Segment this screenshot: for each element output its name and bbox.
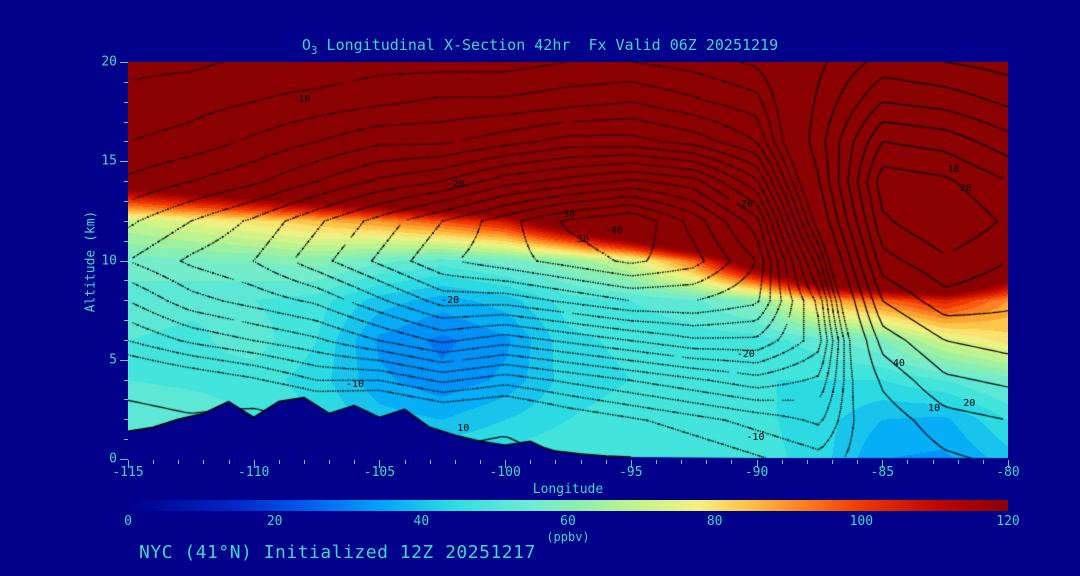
y-axis-tick <box>124 81 128 83</box>
x-axis-tick <box>580 460 582 464</box>
y-axis-tick <box>120 62 128 63</box>
y-axis-tick <box>124 280 128 282</box>
colorbar-ticklabel: 100 <box>849 514 874 529</box>
x-axis-tick <box>630 460 632 468</box>
y-axis-tick <box>124 200 128 202</box>
y-axis-tick <box>124 220 128 222</box>
x-axis-ticklabel: -90 <box>744 465 769 480</box>
y-axis-tick <box>124 181 128 183</box>
title-text: Longitudinal X-Section 42hr Fx Valid 06Z… <box>317 36 779 54</box>
y-axis-tick <box>120 459 128 460</box>
x-axis-ticklabel: -85 <box>870 465 895 480</box>
colorbar-ticklabel: 120 <box>996 514 1020 529</box>
y-axis-tick <box>120 359 128 361</box>
y-axis-ticklabel: 20 <box>101 54 117 70</box>
x-axis-tick <box>128 460 129 468</box>
colorbar-ticklabel: 0 <box>124 514 132 529</box>
x-axis-tick <box>756 460 758 468</box>
x-axis-tick <box>354 460 356 464</box>
x-axis-tick <box>806 460 808 464</box>
x-axis-tick <box>480 460 481 464</box>
x-axis-tick <box>882 460 884 468</box>
y-axis-tick <box>120 161 128 163</box>
colorbar-ticklabel: 80 <box>706 514 723 529</box>
y-axis-tick <box>124 339 128 341</box>
x-axis-ticks <box>128 460 1009 468</box>
x-axis-tick <box>454 460 456 464</box>
x-axis-tick <box>555 460 557 464</box>
title-species: O <box>301 36 311 54</box>
x-axis-ticklabel: -80 <box>996 465 1020 480</box>
x-axis-tick <box>429 460 431 464</box>
colorbar-ticklabel: 40 <box>413 514 430 529</box>
colorbar-label: (ppbv) <box>546 530 590 544</box>
x-axis-tick <box>253 460 255 468</box>
x-axis-tick <box>329 460 331 464</box>
y-axis-ticklabel: 15 <box>101 153 117 169</box>
colorbar <box>128 500 1008 511</box>
x-axis-tick <box>379 460 381 468</box>
y-axis-tick <box>124 379 128 381</box>
chart-title: O3 Longitudinal X-Section 42hr Fx Valid … <box>0 36 1080 57</box>
x-axis-tick <box>404 460 406 464</box>
x-axis-tick <box>982 460 984 464</box>
x-axis-tick <box>178 460 180 464</box>
xsection-canvas <box>128 62 1008 460</box>
colorbar-ticklabels: 0 20 40 60 80 100 120 <box>124 514 1020 529</box>
x-axis-tick <box>656 460 657 464</box>
x-axis-tick <box>781 460 783 464</box>
x-axis-label: Longitude <box>532 482 604 497</box>
y-axis-tick <box>124 240 128 242</box>
x-axis-tick <box>731 460 733 464</box>
y-axis-ticks <box>120 62 128 460</box>
x-axis-tick <box>681 460 683 464</box>
x-axis-tick <box>1008 460 1009 468</box>
y-axis-ticklabels: 0 5 10 15 20 <box>0 55 117 467</box>
x-axis-tick <box>957 460 959 464</box>
y-axis-ticklabel: 0 <box>109 451 117 467</box>
x-axis-ticklabel: -95 <box>619 465 643 480</box>
x-axis-ticklabel: -100 <box>489 465 521 480</box>
y-axis-tick <box>120 260 128 262</box>
footer-text: NYC (41°N) Initialized 12Z 20251217 <box>139 542 536 563</box>
x-axis-ticklabel: -115 <box>112 465 144 480</box>
x-axis-tick <box>153 460 155 464</box>
x-axis-tick <box>932 460 934 464</box>
plot-area: -10 -20 -30 30 -40 -20 -20 -10 -10 10 10 20 40 10 20 -2… <box>128 62 1008 460</box>
x-axis-ticklabel: -110 <box>238 465 270 480</box>
colorbar-ticklabel: 20 <box>266 514 283 529</box>
x-axis-tick <box>530 460 532 464</box>
x-axis-tick <box>203 460 205 464</box>
colorbar-ticklabel: 60 <box>560 514 576 529</box>
x-axis-ticklabels: -115 -110 -105 -100 -95 -90 -85 -80 <box>112 465 1019 480</box>
x-axis-tick <box>278 460 280 464</box>
y-axis-ticklabel: 5 <box>109 352 117 368</box>
x-axis-ticklabel: -105 <box>363 465 396 480</box>
x-axis-tick <box>228 460 230 464</box>
y-axis-tick <box>124 141 128 143</box>
x-axis-tick <box>907 460 909 464</box>
x-axis-tick <box>505 460 507 468</box>
x-axis-tick <box>857 460 859 464</box>
x-axis-tick <box>706 460 708 464</box>
y-axis-tick <box>124 320 128 322</box>
y-axis-tick <box>124 419 128 421</box>
y-axis-ticklabel: 10 <box>101 253 117 268</box>
title-species-subscript: 3 <box>310 44 318 57</box>
y-axis-tick <box>124 399 128 401</box>
y-axis-tick <box>124 101 128 103</box>
x-axis-tick <box>605 460 607 464</box>
x-axis-tick <box>832 460 833 464</box>
x-axis-tick <box>304 460 305 464</box>
y-axis-tick <box>124 121 128 123</box>
y-axis-tick <box>124 300 128 302</box>
y-axis-tick <box>124 439 128 441</box>
